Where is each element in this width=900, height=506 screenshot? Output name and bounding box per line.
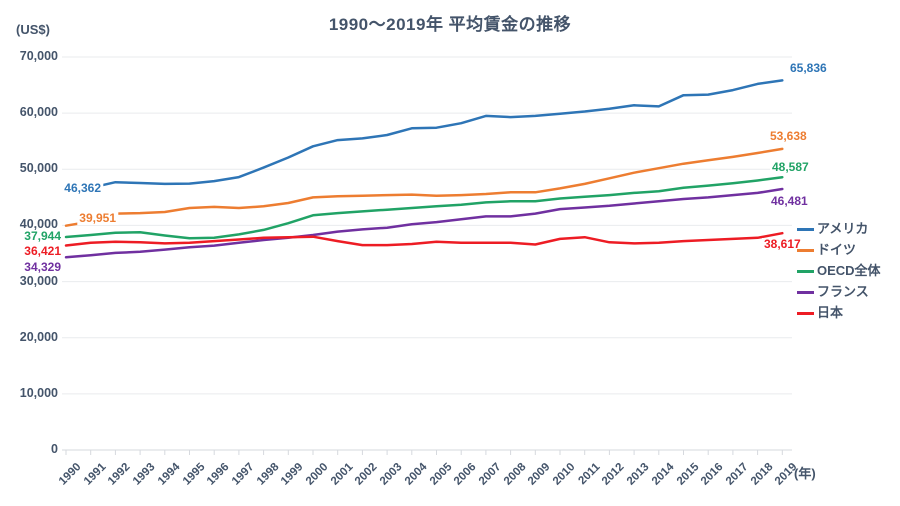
y-tick-label: 0 xyxy=(51,442,58,456)
legend-color-dash xyxy=(797,248,814,252)
legend-item-label: 日本 xyxy=(817,305,844,320)
legend-item-label: OECD全体 xyxy=(817,263,881,278)
legend-color-dash xyxy=(797,227,814,231)
series-start-value-label: 46,362 xyxy=(62,181,103,195)
series-start-value-label: 34,329 xyxy=(22,260,63,274)
series-line-フランス xyxy=(64,187,784,259)
legend-color-dash xyxy=(797,311,814,315)
legend-item-OECD全体: OECD全体 xyxy=(797,264,881,278)
series-line-アメリカ xyxy=(64,79,784,191)
y-tick-label: 40,000 xyxy=(19,217,58,232)
series-end-value-label: 38,617 xyxy=(762,237,803,251)
legend-item-フランス: フランス xyxy=(797,285,869,299)
legend-color-dash xyxy=(797,290,814,294)
series-end-value-label: 53,638 xyxy=(768,129,809,143)
y-tick-label: 30,000 xyxy=(19,273,58,288)
chart-title: 1990〜2019年 平均賃金の推移 xyxy=(328,15,572,34)
legend-item-label: フランス xyxy=(817,284,869,299)
x-axis-unit-label: (年) xyxy=(794,466,816,481)
legend-item-label: ドイツ xyxy=(817,242,857,257)
series-end-value-label: 46,481 xyxy=(769,194,810,208)
y-tick-label: 10,000 xyxy=(19,385,58,400)
y-tick-label: 20,000 xyxy=(19,329,58,344)
y-tick-label: 70,000 xyxy=(19,49,58,63)
legend-item-label: アメリカ xyxy=(817,221,869,236)
legend-item-日本: 日本 xyxy=(797,306,843,320)
series-end-value-label: 65,836 xyxy=(788,61,829,75)
series-line-OECD全体 xyxy=(64,175,784,240)
series-start-value-label: 37,944 xyxy=(22,229,63,243)
series-start-value-label: 36,421 xyxy=(22,244,63,258)
legend-item-ドイツ: ドイツ xyxy=(797,243,856,257)
series-end-value-label: 48,587 xyxy=(770,160,811,174)
legend-color-dash xyxy=(797,269,814,273)
legend-item-アメリカ: アメリカ xyxy=(797,222,868,236)
series-line-日本 xyxy=(64,231,784,247)
y-tick-label: 50,000 xyxy=(19,161,58,176)
y-axis-unit-label: (US$) xyxy=(16,22,50,37)
y-tick-label: 60,000 xyxy=(19,105,58,120)
series-line-ドイツ xyxy=(64,147,784,227)
series-start-value-label: 39,951 xyxy=(77,211,118,225)
